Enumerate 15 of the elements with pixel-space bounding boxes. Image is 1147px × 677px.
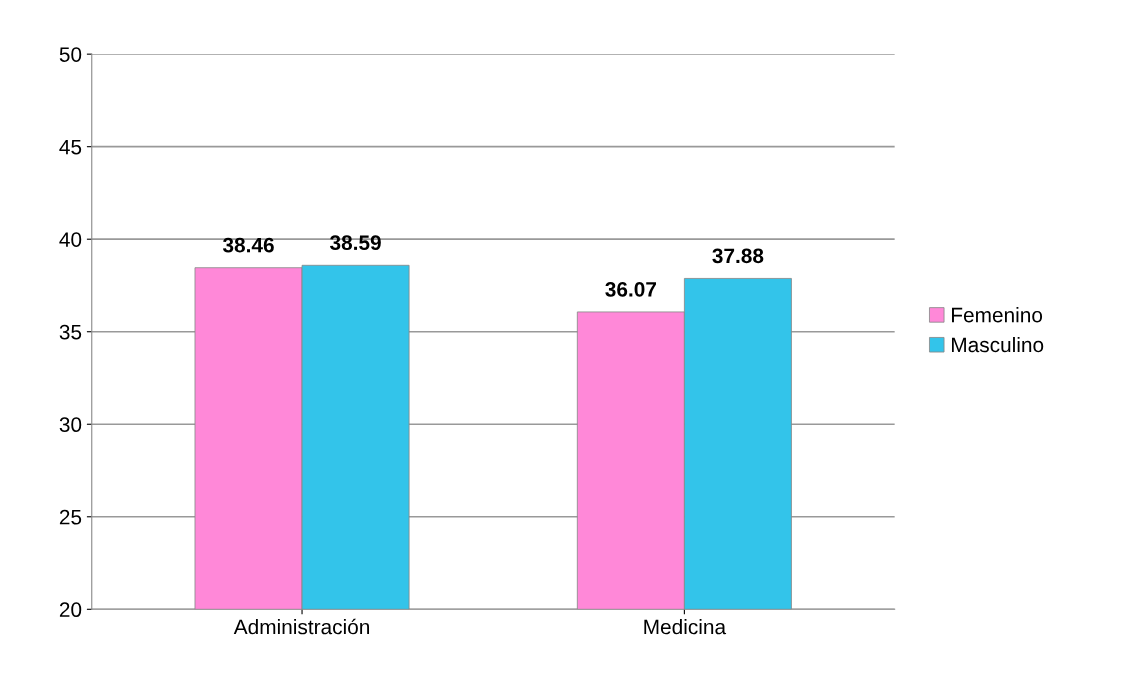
y-tick-label: 35	[59, 324, 82, 340]
data-label: 38.59	[329, 235, 381, 251]
data-label: 37.88	[712, 248, 764, 264]
y-tick-label: 30	[59, 417, 82, 433]
y-tick-label: 50	[59, 47, 82, 62]
data-label: 38.46	[222, 237, 274, 253]
y-tick-label: 20	[59, 602, 82, 618]
x-tick-label: Medicina	[644, 619, 727, 635]
data-label: 36.07	[605, 281, 656, 297]
legend-label: Masculino	[952, 336, 1044, 353]
y-tick-label: 25	[59, 509, 82, 525]
x-tick-label: Administración	[233, 618, 370, 635]
y-tick-label: 45	[59, 139, 82, 155]
y-tick-label: 40	[59, 232, 82, 247]
legend-label: Femenino	[952, 307, 1043, 323]
